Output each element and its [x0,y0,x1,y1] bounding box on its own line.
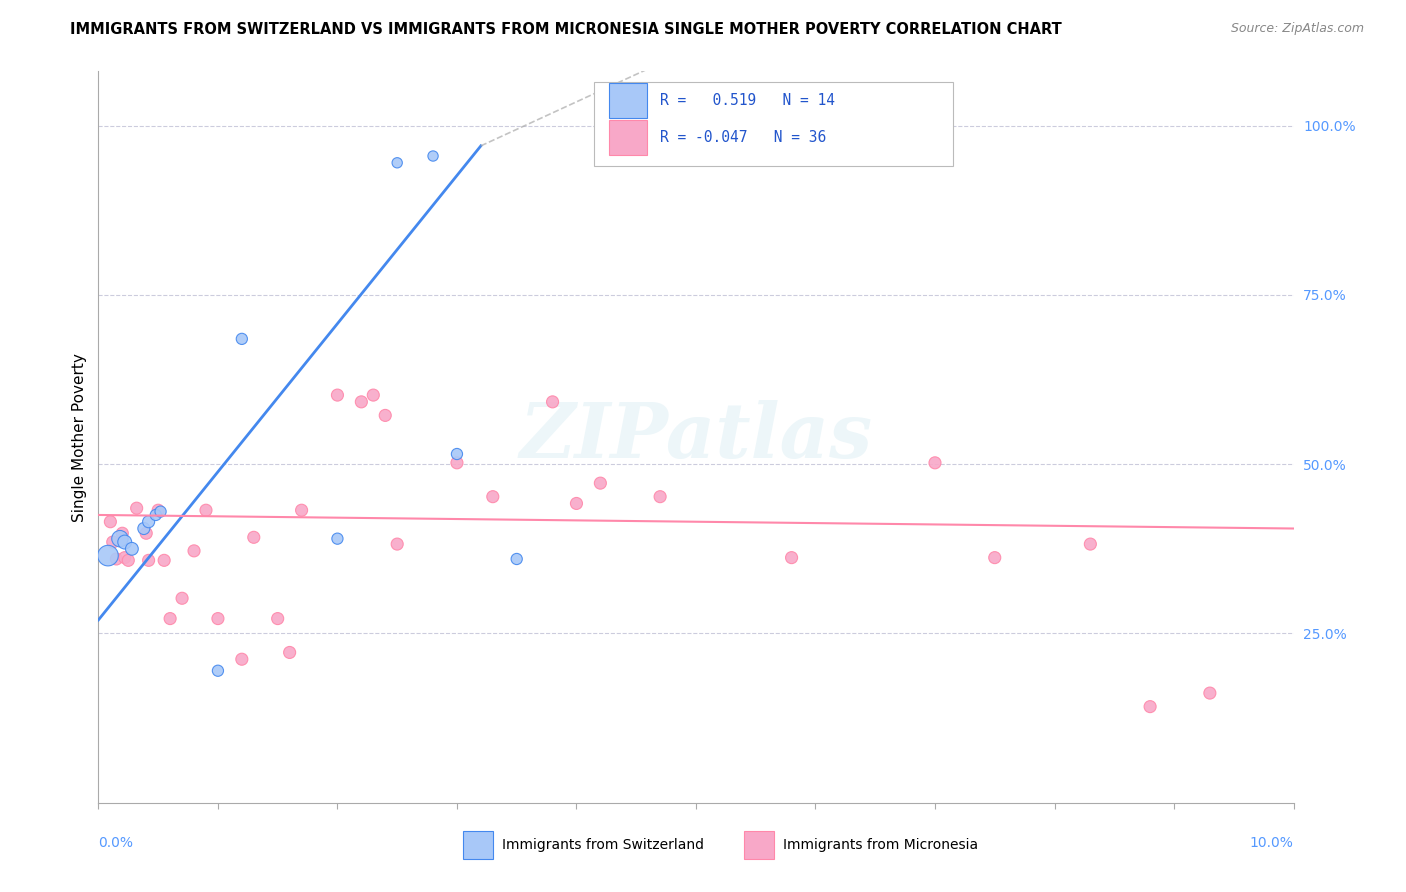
Point [1080,537,1102,551]
Text: Source: ZipAtlas.com: Source: ZipAtlas.com [1230,22,1364,36]
Point [114,550,136,565]
Point [138,515,160,529]
Point [97,549,120,563]
Point [1198,686,1220,700]
Point [481,490,505,504]
Point [125,501,148,516]
Point [506,552,529,566]
Point [145,508,167,522]
Point [108,532,131,546]
Bar [609,83,647,118]
Point [326,532,349,546]
Point [385,156,409,170]
Point [350,395,373,409]
Text: ZIPatlas: ZIPatlas [519,401,873,474]
Point [105,552,128,566]
Text: 0.0%: 0.0% [98,836,134,850]
Point [135,526,157,541]
FancyBboxPatch shape [595,82,953,167]
Bar [744,831,773,859]
Point [385,537,409,551]
Point [589,476,612,491]
Point [650,490,672,504]
Point [132,521,155,535]
Point [924,456,946,470]
Point [446,447,468,461]
Point [541,395,564,409]
Point [984,550,1007,565]
Point [149,505,172,519]
Point [114,535,136,549]
Point [117,553,139,567]
Point [111,526,134,541]
Point [195,503,218,517]
Point [153,553,176,567]
Point [374,409,396,423]
Point [780,550,803,565]
Point [326,388,349,402]
Point [231,652,253,666]
Point [1139,699,1161,714]
Point [243,530,266,544]
Bar [463,831,494,859]
Point [100,515,122,529]
Point [183,544,205,558]
Point [565,496,588,510]
Point [231,332,253,346]
Point [422,149,444,163]
Point [172,591,194,606]
Text: Immigrants from Micronesia: Immigrants from Micronesia [783,838,979,852]
Text: IMMIGRANTS FROM SWITZERLAND VS IMMIGRANTS FROM MICRONESIA SINGLE MOTHER POVERTY : IMMIGRANTS FROM SWITZERLAND VS IMMIGRANT… [70,22,1062,37]
Text: 10.0%: 10.0% [1250,836,1294,850]
Point [291,503,314,517]
Point [363,388,385,402]
Text: Immigrants from Switzerland: Immigrants from Switzerland [502,838,704,852]
Point [159,611,181,625]
Point [148,503,170,517]
Point [207,611,229,625]
Bar [609,120,647,154]
Point [446,456,468,470]
Point [121,541,143,556]
Point [207,664,229,678]
Point [138,553,160,567]
Point [278,645,301,659]
Point [101,535,124,549]
Y-axis label: Single Mother Poverty: Single Mother Poverty [72,352,87,522]
Point [267,611,290,625]
Text: R =   0.519   N = 14: R = 0.519 N = 14 [661,93,835,108]
Text: R = -0.047   N = 36: R = -0.047 N = 36 [661,129,827,145]
